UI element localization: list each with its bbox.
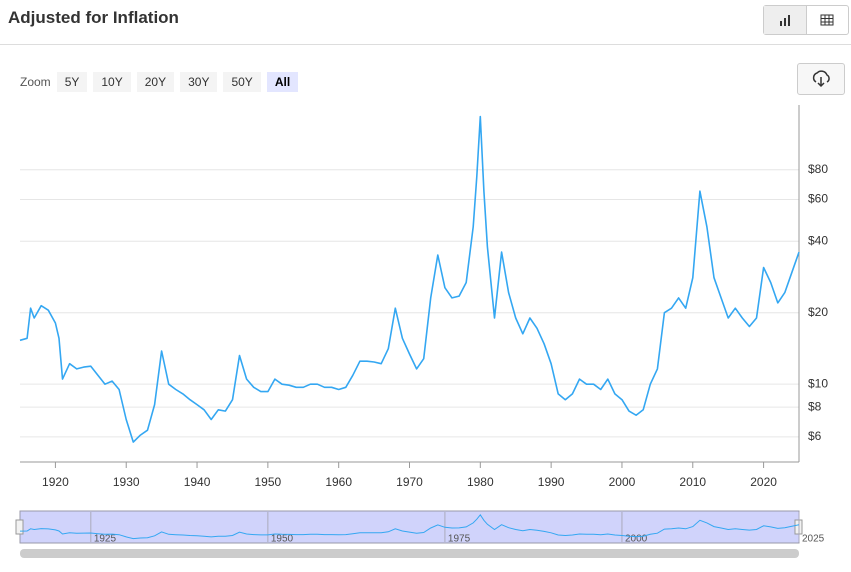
navigator-tick-label: 1975 [448, 534, 471, 545]
zoom-button[interactable]: 50Y [223, 72, 261, 92]
x-tick-label: 1990 [538, 475, 565, 489]
title: Adjusted for Inflation [8, 8, 179, 27]
y-tick-label: $40 [808, 233, 828, 247]
x-tick-label: 1940 [184, 475, 211, 489]
navigator-tick-label: 1950 [271, 534, 294, 545]
x-tick-label: 1960 [325, 475, 352, 489]
divider [0, 44, 851, 45]
navigator-line [19, 513, 800, 540]
x-tick-label: 1980 [467, 475, 494, 489]
x-tick-label: 1950 [255, 475, 282, 489]
navigator-tick-label: 2000 [625, 534, 648, 545]
zoom-label: Zoom [20, 75, 51, 89]
navigator-tick-label: 2025 [802, 534, 825, 545]
y-tick-label: $6 [808, 429, 822, 443]
chart-view-button[interactable] [764, 6, 807, 34]
table-view-button[interactable] [807, 6, 849, 34]
x-tick-label: 2010 [679, 475, 706, 489]
x-tick-label: 2000 [609, 475, 636, 489]
download-button[interactable] [797, 63, 845, 95]
zoom-button[interactable]: 30Y [180, 72, 218, 92]
zoom-button[interactable]: 10Y [93, 72, 131, 92]
x-tick-label: 1930 [113, 475, 140, 489]
x-tick-label: 1920 [42, 475, 69, 489]
zoom-button[interactable]: All [266, 72, 299, 92]
price-line [19, 115, 800, 443]
zoom-button[interactable]: 5Y [56, 72, 88, 92]
x-tick-label: 2020 [750, 475, 777, 489]
scrollbar[interactable] [20, 549, 799, 558]
navigator-handle[interactable] [15, 519, 24, 535]
zoom-button[interactable]: 20Y [136, 72, 175, 92]
zoom-bar: Zoom 5Y 10Y 20Y 30Y 50Y All [20, 72, 299, 92]
y-tick-label: $80 [808, 162, 828, 176]
y-tick-label: $60 [808, 192, 828, 206]
y-tick-label: $10 [808, 376, 828, 390]
navigator-tick-label: 1925 [94, 534, 117, 545]
view-switch [763, 5, 849, 35]
x-tick-label: 1970 [396, 475, 423, 489]
y-tick-label: $8 [808, 399, 822, 413]
y-tick-label: $20 [808, 305, 828, 319]
